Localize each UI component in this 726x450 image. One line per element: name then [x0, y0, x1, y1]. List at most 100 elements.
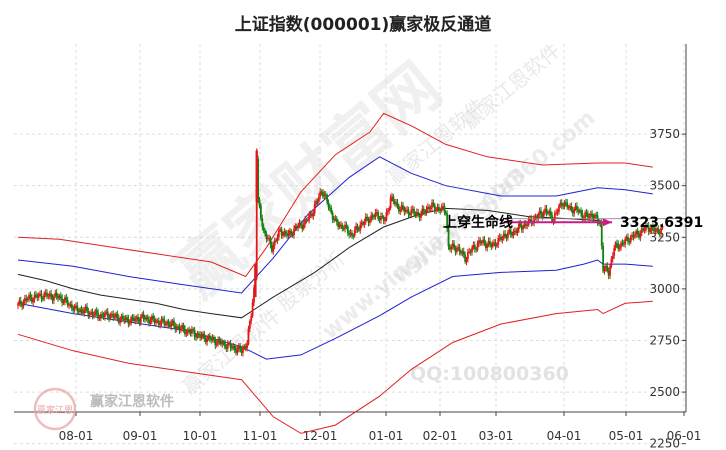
candle-body — [272, 245, 275, 252]
candle-body — [654, 230, 657, 232]
candle-body — [146, 317, 149, 320]
candle-body — [47, 295, 50, 297]
candle-body — [91, 312, 94, 316]
candle-body — [493, 242, 495, 244]
candle-body — [356, 225, 359, 230]
candle-body — [184, 328, 186, 335]
candle-body — [128, 322, 131, 324]
candle-body — [224, 342, 226, 348]
candle-body — [160, 318, 163, 325]
candle-body — [225, 347, 228, 349]
candle-body — [552, 220, 555, 222]
candle-body — [83, 309, 86, 314]
candle-body — [364, 216, 367, 222]
candle-body — [324, 194, 327, 196]
candle-body — [440, 206, 443, 212]
candle-body — [170, 322, 173, 327]
candle-body — [36, 296, 39, 298]
candle-body — [192, 329, 195, 331]
candle-body — [208, 335, 211, 340]
candle-body — [320, 191, 323, 193]
x-tick-label: 09-01 — [123, 429, 158, 443]
candle-body — [371, 215, 374, 217]
candle-body — [471, 247, 473, 253]
candle-body — [495, 244, 498, 247]
candle-body — [431, 202, 433, 208]
candle-body — [513, 230, 516, 232]
candle-body — [545, 208, 548, 213]
candle-body — [195, 336, 197, 338]
candle-body — [351, 232, 353, 236]
candle-body — [446, 213, 449, 229]
candle-body — [577, 209, 580, 212]
candle-body — [618, 247, 621, 249]
y-tick-label: 2750 — [649, 333, 680, 347]
candle-body — [258, 199, 261, 206]
candle-body — [131, 317, 134, 319]
candle-body — [236, 348, 239, 353]
candle-body — [302, 224, 305, 229]
candle-body — [397, 205, 400, 212]
candle-body — [58, 295, 61, 299]
candle-body — [580, 210, 582, 214]
candle-body — [52, 296, 55, 301]
candle-body — [152, 315, 155, 320]
candle-body — [450, 246, 453, 250]
x-tick-label: 05-01 — [609, 429, 644, 443]
candle-body — [242, 347, 244, 353]
candle-body — [139, 316, 142, 323]
candle-body — [537, 213, 540, 219]
candle-body — [250, 316, 253, 321]
candle-body — [218, 338, 221, 342]
candle-body — [632, 234, 635, 238]
candle-body — [578, 210, 581, 212]
candle-body — [164, 324, 167, 326]
candle-body — [426, 207, 429, 209]
candle-body — [328, 207, 331, 209]
x-tick-label: 03-01 — [479, 429, 514, 443]
candle-body — [193, 330, 196, 337]
candle-body — [523, 223, 526, 227]
candles — [17, 148, 664, 357]
x-tick-label: 06-01 — [667, 429, 702, 443]
life-line — [17, 207, 601, 319]
candle-body — [576, 205, 578, 210]
candle-body — [64, 297, 66, 302]
candle-body — [88, 312, 91, 316]
candle-body — [81, 310, 84, 314]
candle-body — [342, 228, 345, 230]
candle-body — [173, 320, 175, 327]
candle-body — [438, 207, 440, 210]
candle-body — [505, 236, 508, 238]
candle-body — [410, 209, 413, 215]
candle-body — [638, 234, 640, 238]
candle-body — [417, 212, 420, 215]
candle-body — [613, 248, 616, 256]
candle-body — [373, 216, 375, 218]
candle-body — [68, 304, 70, 306]
candle-body — [455, 248, 458, 252]
candle-body — [344, 224, 346, 229]
candle-body — [112, 314, 115, 318]
candle-body — [323, 194, 326, 197]
candle-body — [548, 211, 551, 214]
x-tick-label: 11-01 — [243, 429, 278, 443]
candle-body — [185, 332, 188, 335]
candle-body — [247, 328, 250, 344]
candle-body — [366, 216, 369, 219]
candle-body — [75, 305, 77, 307]
candle-body — [542, 211, 545, 217]
candle-body — [288, 230, 291, 234]
candle-body — [233, 345, 236, 350]
candle-body — [244, 346, 247, 348]
candle-body — [651, 226, 654, 228]
candle-body — [217, 338, 219, 344]
candle-body — [283, 231, 286, 236]
candle-body — [44, 292, 47, 294]
candle-body — [106, 311, 109, 317]
candle-body — [425, 208, 428, 214]
candle-body — [547, 212, 549, 214]
candle-body — [464, 254, 467, 262]
candle-body — [389, 197, 392, 209]
candle-body — [26, 298, 29, 301]
